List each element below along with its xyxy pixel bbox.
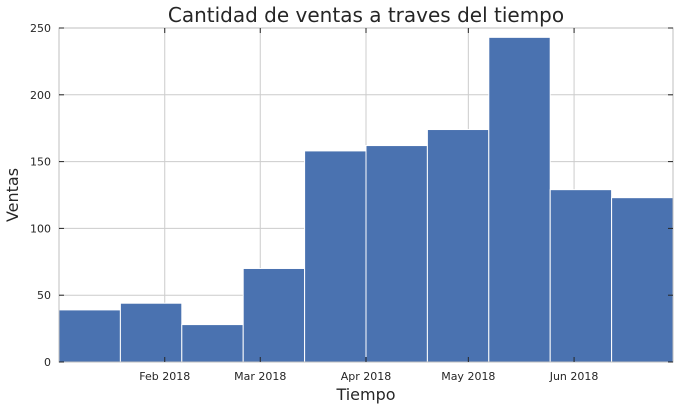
bar [242,267,306,363]
x-axis-label: Tiempo [335,385,395,404]
y-tick-label: 150 [30,156,51,169]
x-tick-label: Mar 2018 [234,370,286,383]
bar [365,145,428,363]
x-tick-label: Feb 2018 [139,370,190,383]
bar [119,302,183,363]
y-tick-label: 0 [44,356,51,369]
x-tick-label: Apr 2018 [341,370,392,383]
x-tick-label: May 2018 [441,370,495,383]
chart-title: Cantidad de ventas a traves del tiempo [168,3,564,27]
y-axis-label: Ventas [3,168,22,222]
bar [488,36,551,363]
x-tick-label: Jun 2018 [549,370,599,383]
y-tick-labels: 0 50 100 150 200 250 [30,22,51,369]
bars [58,36,674,363]
y-tick-label: 50 [37,289,51,302]
bar [426,129,490,363]
bar [304,150,367,363]
bar [58,309,121,363]
tick-marks [59,27,673,363]
bar [611,197,674,363]
y-tick-label: 100 [30,222,51,235]
bar [181,324,244,363]
y-tick-label: 250 [30,22,51,35]
bar [549,189,613,363]
x-tick-labels: Feb 2018 Mar 2018 Apr 2018 May 2018 Jun 2018 [139,370,598,383]
y-tick-label: 200 [30,89,51,102]
